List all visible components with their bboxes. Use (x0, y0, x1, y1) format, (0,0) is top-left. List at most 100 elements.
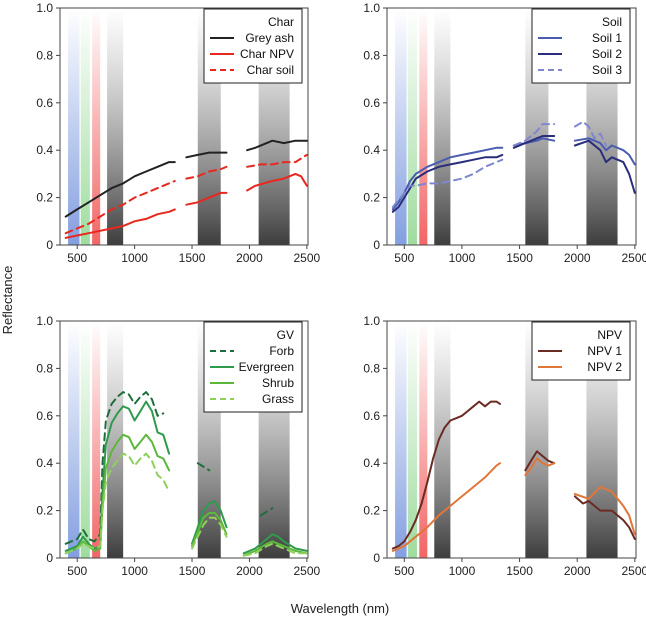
y-tick-label: 0.8 (363, 361, 380, 375)
spectral-band (395, 321, 407, 558)
spectral-band (107, 8, 124, 245)
x-tick-label: 1500 (506, 251, 533, 265)
y-tick-label: 0.8 (363, 48, 380, 62)
x-tick-label: 1000 (449, 564, 476, 578)
legend-entry: Grey ash (245, 31, 294, 45)
x-tick-label: 2000 (564, 564, 591, 578)
spectral-band (434, 321, 451, 558)
panel-top-left: 0 0.2 0.4 0.6 0.8 1.0 500 1000 1500 2000 2500 Char… (36, 1, 320, 265)
spectral-band (68, 321, 80, 558)
y-tick-label: 0.2 (36, 191, 53, 205)
series-line-char-soil (64, 180, 176, 235)
series-line-grass (64, 452, 171, 555)
y-tick-label: 1.0 (36, 1, 53, 15)
y-tick-label: 1.0 (363, 1, 380, 15)
panel-bottom-left: 0 0.2 0.4 0.6 0.8 1.0 500 1000 1500 2000 2500 GV Fo… (36, 314, 320, 578)
series-line-char-npv (64, 208, 176, 239)
plot-frame (59, 7, 309, 246)
series-line-char-npv (185, 191, 228, 206)
series-line-grey-ash (64, 161, 176, 218)
series-line-soil-3 (512, 123, 556, 147)
x-tick-label: 500 (67, 564, 87, 578)
x-tick-label: 500 (67, 251, 87, 265)
legend-entry: Shrub (262, 376, 294, 390)
series-line-evergreen (242, 533, 308, 555)
series-line-soil-3 (573, 120, 607, 147)
panel-bottom-right: 0 0.2 0.4 0.6 0.8 1.0 500 1000 1500 2000 2500 NPV N… (363, 314, 646, 578)
x-tick-label: 500 (394, 564, 414, 578)
plot-frame (59, 320, 309, 559)
x-tick-label: 1000 (121, 564, 148, 578)
y-tick-label: 0.4 (36, 143, 53, 157)
y-tick-label: 1.0 (36, 314, 53, 328)
legend-box (531, 321, 631, 381)
x-tick-label: 1500 (179, 564, 206, 578)
series-line-npv-2 (524, 457, 556, 477)
y-tick-label: 0.2 (36, 504, 53, 518)
series-line-grass (242, 542, 308, 557)
series-line-soil-2 (391, 153, 504, 213)
legend-title: Soil (602, 15, 622, 29)
spectral-band (80, 321, 90, 558)
panel-top-right: 0 0.2 0.4 0.6 0.8 1.0 500 1000 1500 2000 2500 Soil… (363, 1, 646, 265)
spectral-band (80, 8, 90, 245)
x-axis-label: Wavelength (nm) (291, 601, 390, 616)
series-line-npv-2 (573, 485, 636, 536)
series-line-grass (191, 516, 228, 550)
series-line-soil-2 (573, 139, 636, 194)
legend-entry: Evergreen (239, 360, 294, 374)
x-tick-label: 1500 (506, 564, 533, 578)
series-line-grey-ash (185, 151, 228, 159)
y-tick-label: 0.8 (36, 361, 53, 375)
x-tick-label: 2500 (294, 564, 321, 578)
series-line-char-soil (185, 165, 228, 180)
x-tick-label: 2000 (564, 251, 591, 265)
y-tick-label: 0.6 (36, 96, 53, 110)
y-axis-label: Reflectance (0, 266, 15, 335)
spectral-band (68, 8, 80, 245)
series-line-grey-ash (246, 139, 308, 152)
series-line-npv-2 (391, 462, 501, 552)
x-tick-label: 2500 (294, 251, 321, 265)
y-tick-label: 0 (373, 551, 380, 565)
series-line-evergreen (191, 500, 228, 545)
y-tick-label: 0.6 (363, 96, 380, 110)
plot-frame (386, 320, 637, 559)
series-line-npv-1 (573, 495, 636, 540)
y-tick-label: 0 (46, 238, 53, 252)
spectral-band (395, 8, 407, 245)
legend-title: Char (268, 15, 294, 29)
legend-title: NPV (597, 328, 622, 342)
x-tick-label: 2500 (621, 564, 646, 578)
y-tick-label: 0.8 (36, 48, 53, 62)
series-line-evergreen (64, 400, 171, 552)
spectral-band (434, 8, 451, 245)
y-tick-label: 0.2 (363, 504, 380, 518)
spectral-band (92, 8, 101, 245)
plot-frame (386, 7, 637, 246)
spectral-band (92, 321, 101, 558)
legend-entry: Soil 1 (592, 31, 622, 45)
series-line-npv-1 (391, 400, 501, 550)
legend-entry: Char soil (247, 63, 294, 77)
series-line-char-npv (246, 172, 308, 192)
legend-title: GV (277, 328, 294, 342)
y-tick-label: 0.4 (363, 456, 380, 470)
spectral-band (419, 321, 428, 558)
series-line-shrub (191, 512, 228, 548)
legend-entry: Forb (269, 344, 294, 358)
series-line-npv-1 (524, 450, 556, 472)
spectral-band (407, 321, 417, 558)
spectral-band (407, 8, 417, 245)
x-tick-label: 2500 (621, 251, 646, 265)
series-line-shrub (242, 540, 308, 557)
series-line-forb (259, 507, 274, 517)
legend-entry: Grass (262, 392, 294, 406)
y-tick-label: 0 (46, 551, 53, 565)
series-line-char-soil (246, 153, 308, 168)
x-tick-label: 1000 (121, 251, 148, 265)
y-tick-label: 0.4 (363, 143, 380, 157)
y-tick-label: 0.6 (363, 409, 380, 423)
y-tick-label: 0.2 (363, 191, 380, 205)
x-tick-label: 2000 (236, 564, 263, 578)
